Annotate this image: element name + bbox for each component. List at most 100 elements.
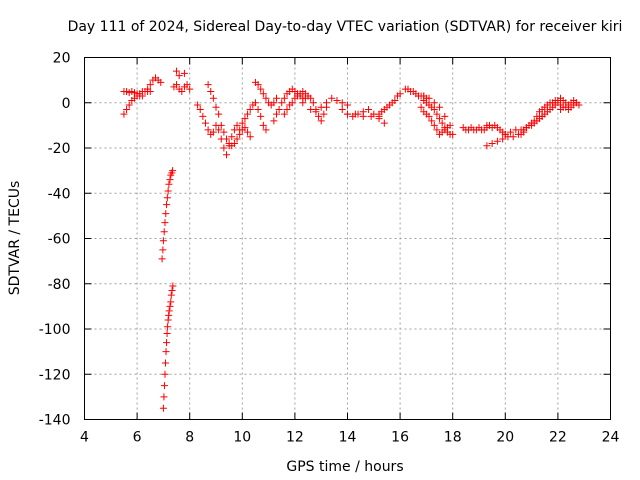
data-point (173, 67, 181, 75)
data-point (163, 339, 171, 347)
x-tick-label: 6 (133, 430, 142, 446)
data-point (220, 128, 228, 136)
data-point (164, 316, 172, 324)
series-arc-7.1-deep (158, 167, 177, 263)
data-point (180, 69, 188, 77)
data-point (163, 194, 171, 202)
data-point (144, 85, 152, 93)
data-point (396, 90, 404, 98)
data-point (278, 99, 286, 107)
data-point (446, 121, 454, 129)
data-point (359, 112, 367, 120)
data-point (146, 81, 154, 89)
data-point (217, 121, 225, 129)
data-point (241, 115, 249, 123)
data-point (428, 117, 436, 125)
data-point (344, 101, 351, 109)
data-point (223, 151, 231, 159)
data-point (246, 106, 254, 114)
data-marks (120, 67, 583, 412)
data-point (215, 110, 223, 118)
data-point (169, 282, 177, 290)
x-tick-label: 16 (391, 430, 409, 446)
data-point (259, 90, 267, 98)
x-tick-label: 18 (444, 430, 462, 446)
data-point (233, 135, 241, 143)
x-tick-label: 4 (80, 430, 89, 446)
data-point (530, 117, 538, 125)
series-arc-7.6-b (173, 67, 188, 80)
data-point (483, 142, 491, 150)
series-arc-12.8 (299, 92, 330, 125)
data-point (338, 99, 346, 107)
data-point (186, 85, 194, 93)
data-point (228, 133, 236, 141)
data-point (165, 180, 173, 188)
x-tick-label: 20 (496, 430, 514, 446)
data-point (164, 323, 172, 331)
data-point (441, 112, 449, 120)
data-point (166, 176, 174, 184)
data-point (162, 210, 170, 218)
data-point (433, 126, 441, 134)
data-point (160, 382, 168, 390)
data-point (223, 135, 231, 143)
data-point (120, 110, 128, 118)
data-point (175, 72, 183, 80)
series-arc-6.4 (141, 74, 165, 95)
data-point (333, 96, 341, 104)
data-point (159, 404, 167, 412)
data-point (270, 117, 278, 125)
y-tick-label: -120 (39, 367, 71, 383)
data-point (212, 103, 220, 111)
data-point (173, 81, 181, 89)
x-tick-labels: 4 6 8 10 12 14 16 18 20 22 24 (80, 430, 619, 446)
data-point (307, 94, 315, 102)
y-tick-label: 0 (62, 96, 71, 112)
data-point (257, 112, 265, 120)
data-point (283, 106, 291, 114)
data-point (183, 81, 191, 89)
data-point (262, 94, 270, 102)
data-point (123, 106, 131, 114)
y-tick-label: -80 (48, 277, 71, 293)
x-tick-label: 12 (286, 430, 304, 446)
data-point (315, 112, 323, 120)
data-point (157, 78, 165, 86)
series-arc-17.5 (420, 92, 457, 138)
grid-layer (84, 57, 611, 420)
series-arc-15.7 (375, 90, 404, 118)
data-point (178, 87, 186, 95)
data-point (438, 119, 446, 127)
data-point (233, 121, 241, 129)
data-point (246, 133, 254, 141)
y-tick-label: -20 (48, 141, 71, 157)
data-point (501, 130, 509, 138)
y-tick-label: -40 (48, 186, 71, 202)
data-point (272, 94, 280, 102)
data-point (161, 219, 169, 227)
data-point (161, 370, 169, 378)
data-point (312, 108, 320, 116)
data-point (215, 126, 223, 134)
data-point (425, 112, 433, 120)
series-arc-8.8 (204, 81, 223, 118)
data-point (509, 133, 517, 141)
data-point (158, 255, 166, 263)
y-tick-label: -140 (39, 413, 71, 429)
data-point (299, 99, 307, 107)
data-point (138, 92, 146, 100)
data-point (433, 110, 441, 118)
series-arc-5.5-b (120, 92, 146, 118)
y-tick-label: -100 (39, 322, 71, 338)
data-point (367, 112, 375, 120)
data-point (280, 94, 288, 102)
data-point (317, 103, 325, 111)
x-tick-label: 10 (233, 430, 251, 446)
data-point (204, 81, 212, 89)
data-point (196, 106, 204, 114)
data-point (280, 110, 288, 118)
data-point (317, 117, 325, 125)
x-tick-label: 24 (602, 430, 620, 446)
y-axis-label: SDTVAR / TECUs (7, 181, 23, 296)
